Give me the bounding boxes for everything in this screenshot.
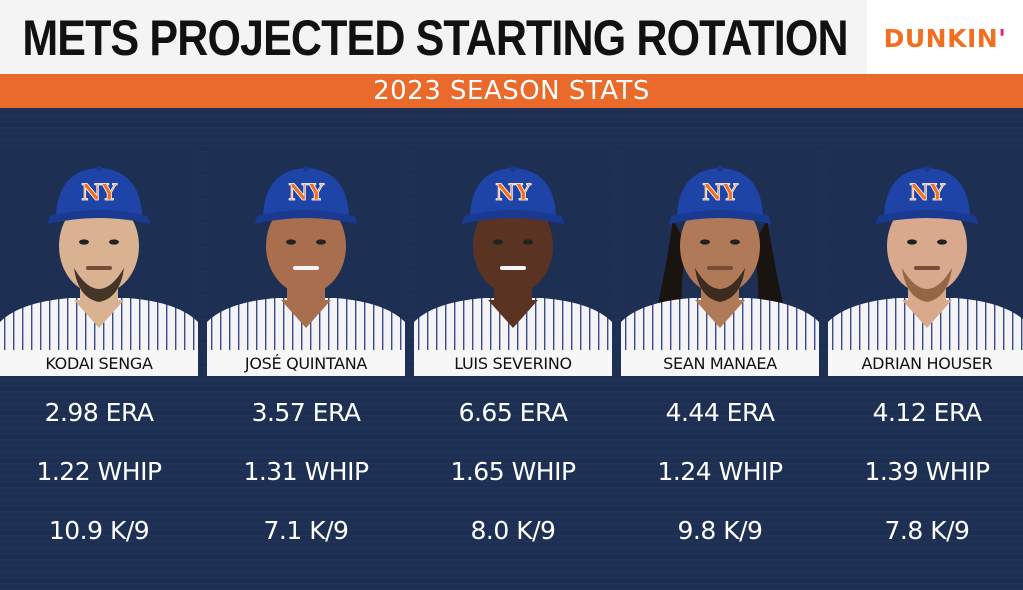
player-photo: NY [828,150,1023,350]
player-card: NY KODAI SENGA 2.98 ERA 1.22 WHIP 10.9 K/9 [0,150,198,575]
player-photo: NY [414,150,612,350]
player-stats: 3.57 ERA 1.31 WHIP 7.1 K/9 [207,398,405,575]
svg-text:NY: NY [288,180,324,206]
player-headshot-icon: NY [0,150,198,350]
player-headshot-icon: NY [828,150,1023,350]
svg-text:NY: NY [81,180,117,206]
era-stat: 6.65 ERA [458,398,568,427]
whip-stat: 1.65 WHIP [450,457,576,486]
era-stat: 2.98 ERA [44,398,154,427]
player-headshot-icon: NY [621,150,819,350]
player-stats: 4.12 ERA 1.39 WHIP 7.8 K/9 [828,398,1023,575]
sponsor-logo-box: DUNKIN' [867,0,1023,76]
k9-stat: 8.0 K/9 [470,516,556,545]
whip-stat: 1.31 WHIP [243,457,369,486]
header: METS PROJECTED STARTING ROTATION DUNKIN' [0,0,1023,76]
player-stats: 4.44 ERA 1.24 WHIP 9.8 K/9 [621,398,819,575]
k9-stat: 9.8 K/9 [677,516,763,545]
subtitle: 2023 SEASON STATS [373,76,650,106]
svg-text:NY: NY [495,180,531,206]
whip-stat: 1.39 WHIP [864,457,990,486]
player-name: SEAN MANAEA [621,350,819,376]
era-stat: 3.57 ERA [251,398,361,427]
player-card: NY LUIS SEVERINO 6.65 ERA 1.65 WHIP 8.0 K/9 [414,150,612,575]
player-photo: NY [621,150,819,350]
subtitle-bar: 2023 SEASON STATS [0,74,1023,108]
svg-text:NY: NY [909,180,945,206]
player-stats: 6.65 ERA 1.65 WHIP 8.0 K/9 [414,398,612,575]
player-card: NY ADRIAN HOUSER 4.12 ERA 1.39 WHIP 7.8 K/9 [828,150,1023,575]
page-title: METS PROJECTED STARTING ROTATION [22,10,848,66]
player-card: NY SEAN MANAEA 4.44 ERA 1.24 WHIP 9.8 K/9 [621,150,819,575]
player-photo: NY [0,150,198,350]
player-name: LUIS SEVERINO [414,350,612,376]
player-name: ADRIAN HOUSER [828,350,1023,376]
player-photo: NY [207,150,405,350]
sponsor-logo: DUNKIN' [883,23,1007,53]
player-name: KODAI SENGA [0,350,198,376]
era-stat: 4.12 ERA [872,398,982,427]
whip-stat: 1.22 WHIP [36,457,162,486]
whip-stat: 1.24 WHIP [657,457,783,486]
k9-stat: 7.1 K/9 [263,516,349,545]
svg-text:NY: NY [702,180,738,206]
player-name: JOSÉ QUINTANA [207,350,405,376]
player-card: NY JOSÉ QUINTANA 3.57 ERA 1.31 WHIP 7.1 K/9 [207,150,405,575]
k9-stat: 10.9 K/9 [48,516,150,545]
era-stat: 4.44 ERA [665,398,775,427]
k9-stat: 7.8 K/9 [884,516,970,545]
player-headshot-icon: NY [414,150,612,350]
player-headshot-icon: NY [207,150,405,350]
player-stats: 2.98 ERA 1.22 WHIP 10.9 K/9 [0,398,198,575]
